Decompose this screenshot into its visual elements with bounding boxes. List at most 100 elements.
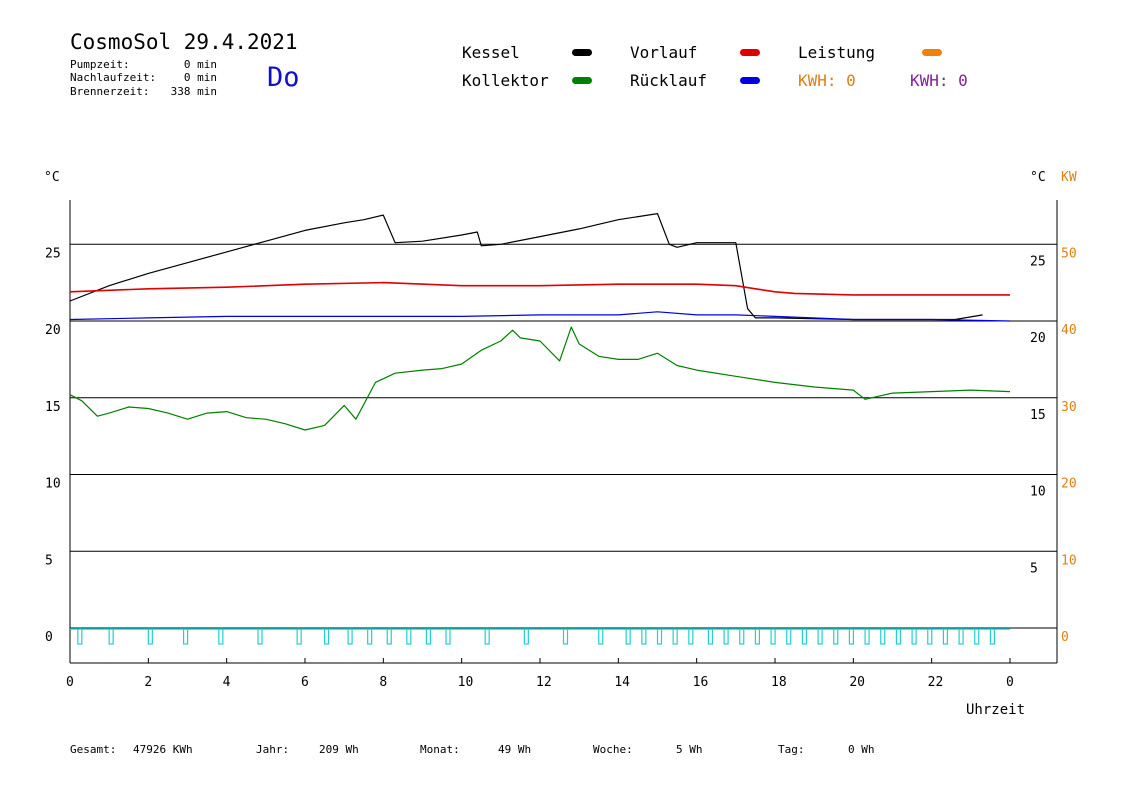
legend-swatch-leistung — [922, 49, 942, 56]
series-kollektor-line — [69, 326, 1011, 431]
series-leistung-pulse — [723, 628, 729, 645]
series-vorlauf-line — [69, 281, 1010, 296]
legend-swatch-kollektor — [572, 77, 592, 84]
legend-label-ruecklauf: Rücklauf — [630, 71, 708, 90]
x-axis-label: Uhrzeit — [966, 702, 1025, 718]
series-leistung-pulse — [77, 628, 83, 645]
series-leistung-pulse — [707, 628, 714, 645]
y-tick-label-left: 5 — [45, 553, 53, 568]
y-tick-label-left: 25 — [45, 246, 61, 261]
y-tick-label-left: 20 — [45, 323, 61, 338]
series-leistung-pulse — [911, 628, 917, 645]
footer-label-woche: Woche: — [593, 743, 633, 756]
footer-value-woche: 5 Wh — [676, 743, 703, 756]
x-tick-label: 12 — [536, 675, 552, 690]
footer-label-tag: Tag: — [778, 743, 805, 756]
footer-value-tag: 0 Wh — [848, 743, 875, 756]
x-tick-label: 20 — [849, 675, 865, 690]
y-tick-label-left: 15 — [45, 400, 61, 415]
kwh-orange: KWH: 0 — [798, 71, 856, 90]
series-leistung-pulse — [848, 628, 855, 645]
series-leistung-pulse — [656, 628, 663, 645]
series-leistung-pulse — [484, 628, 490, 645]
y-tick-label-right: 25 — [1030, 254, 1046, 269]
stat-label-brennerzeit: Brennerzeit: — [70, 85, 150, 98]
series-leistung-pulse — [942, 628, 949, 645]
x-tick-label: 4 — [223, 675, 231, 690]
series-leistung-pulse — [296, 628, 302, 645]
footer-value-gesamt: 47926 KWh — [133, 743, 193, 756]
y-axis-label-right: °C — [1030, 170, 1046, 185]
stat-label-pumpzeit: Pumpzeit: — [70, 58, 130, 71]
series-leistung-pulse — [218, 628, 224, 645]
kwh-purple: KWH: 0 — [910, 71, 968, 90]
series-leistung-pulse — [323, 628, 330, 645]
series-leistung-pulse — [386, 628, 392, 645]
series-leistung-pulse — [864, 628, 870, 645]
series-leistung-pulse — [257, 628, 263, 645]
y-tick-label-kw: 40 — [1061, 323, 1077, 338]
page-title: CosmoSol 29.4.2021 — [70, 30, 298, 54]
series-leistung-pulse — [801, 628, 808, 645]
series-leistung-pulse — [562, 628, 569, 645]
series-leistung-pulse — [974, 628, 980, 645]
y-axis-label-kw: KW — [1061, 170, 1077, 185]
stat-label-nachlaufzeit: Nachlaufzeit: — [70, 71, 157, 84]
series-leistung-pulse — [739, 628, 745, 645]
x-tick-label: 8 — [379, 675, 387, 690]
stat-value-nachlaufzeit: 0 min — [183, 71, 217, 84]
footer-label-monat: Monat: — [420, 743, 460, 756]
series-leistung-pulse — [770, 628, 776, 645]
x-tick-label: 10 — [458, 675, 474, 690]
footer-value-jahr: 209 Wh — [319, 743, 359, 756]
y-tick-label-kw: 10 — [1061, 553, 1077, 568]
y-tick-label-right: 15 — [1030, 408, 1046, 423]
y-tick-label-left: 0 — [45, 630, 53, 645]
x-tick-label: 18 — [771, 675, 787, 690]
series-leistung-pulse — [347, 628, 353, 645]
y-tick-label-kw: 30 — [1061, 400, 1077, 415]
stat-value-pumpzeit: 0 min — [183, 58, 217, 71]
series-leistung-pulse — [989, 628, 996, 645]
footer-label-jahr: Jahr: — [256, 743, 290, 756]
series-leistung-pulse — [147, 628, 153, 645]
weekday-label: Do — [267, 62, 300, 93]
series-leistung-pulse — [445, 628, 451, 645]
series-leistung-pulse — [927, 628, 933, 645]
y-tick-label-right: 20 — [1030, 331, 1046, 346]
legend-label-kessel: Kessel — [462, 43, 520, 62]
legend-label-leistung: Leistung — [798, 43, 876, 62]
legend-swatch-vorlauf — [740, 49, 760, 56]
y-tick-label-right: 10 — [1030, 485, 1046, 500]
series-leistung-pulse — [425, 628, 432, 645]
series-leistung-pulse — [367, 628, 373, 645]
y-tick-label-right: 5 — [1030, 561, 1038, 576]
x-tick-label: 2 — [144, 675, 152, 690]
footer-label-gesamt: Gesamt: — [70, 743, 117, 756]
series-leistung-pulse — [598, 628, 604, 645]
y-tick-label-left: 10 — [45, 477, 61, 492]
series-leistung-pulse — [625, 628, 631, 645]
series-kessel-line — [69, 213, 983, 321]
legend-label-kollektor: Kollektor — [462, 71, 549, 90]
series-leistung-pulse — [672, 628, 678, 645]
series-leistung-pulse — [754, 628, 761, 645]
legend-label-vorlauf: Vorlauf — [630, 43, 698, 62]
series-leistung-pulse — [406, 628, 412, 645]
series-leistung-pulse — [895, 628, 902, 645]
series-leistung-pulse — [880, 628, 886, 645]
y-tick-label-kw: 20 — [1061, 477, 1077, 492]
legend-swatch-kessel — [572, 49, 592, 56]
series-leistung-pulse — [182, 628, 189, 645]
x-tick-label: 0 — [66, 675, 74, 690]
series-leistung-pulse — [108, 628, 114, 645]
x-tick-label: 16 — [693, 675, 709, 690]
series-leistung-pulse — [833, 628, 839, 645]
legend-swatch-ruecklauf — [740, 77, 760, 84]
y-tick-label-kw: 0 — [1061, 630, 1069, 645]
series-leistung-pulse — [958, 628, 964, 645]
x-tick-label: 22 — [928, 675, 944, 690]
series-ruecklauf-line — [69, 311, 1011, 322]
series-leistung-pulse — [641, 628, 647, 645]
